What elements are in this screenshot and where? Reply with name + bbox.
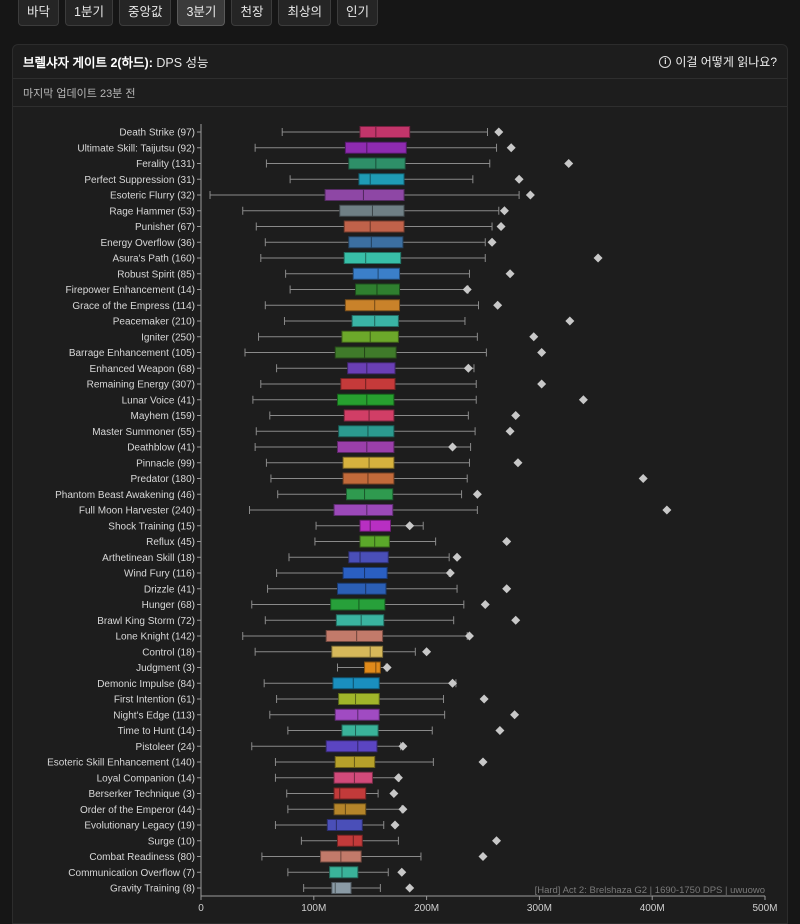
- tab-third-quartile[interactable]: 3분기: [177, 0, 226, 26]
- tab-best[interactable]: 최상의: [278, 0, 331, 26]
- info-icon: i: [659, 55, 672, 68]
- tab-floor[interactable]: 바닥: [18, 0, 60, 26]
- tab-popular[interactable]: 인기: [336, 0, 378, 26]
- percentile-tabs: 바닥 1분기 중앙값 3분기 천장 최상의 인기: [18, 0, 378, 26]
- how-to-read-link[interactable]: i 이걸 어떻게 읽나요?: [659, 53, 777, 70]
- raid-name: 브렐샤자 게이트 2(하드):: [23, 56, 153, 70]
- card-header: 브렐샤자 게이트 2(하드): DPS 성능 i 이걸 어떻게 읽나요?: [13, 45, 787, 79]
- how-to-read-label: 이걸 어떻게 읽나요?: [675, 55, 777, 69]
- tab-first-quartile[interactable]: 1분기: [65, 0, 113, 26]
- dps-performance-card: 브렐샤자 게이트 2(하드): DPS 성능 i 이걸 어떻게 읽나요? 마지막…: [12, 44, 788, 924]
- title-suffix: DPS 성능: [152, 56, 209, 70]
- tab-ceiling[interactable]: 천장: [231, 0, 273, 26]
- card-title: 브렐샤자 게이트 2(하드): DPS 성능: [23, 52, 209, 71]
- last-updated: 마지막 업데이트 23분 전: [13, 79, 787, 107]
- tab-median[interactable]: 중앙값: [118, 0, 172, 26]
